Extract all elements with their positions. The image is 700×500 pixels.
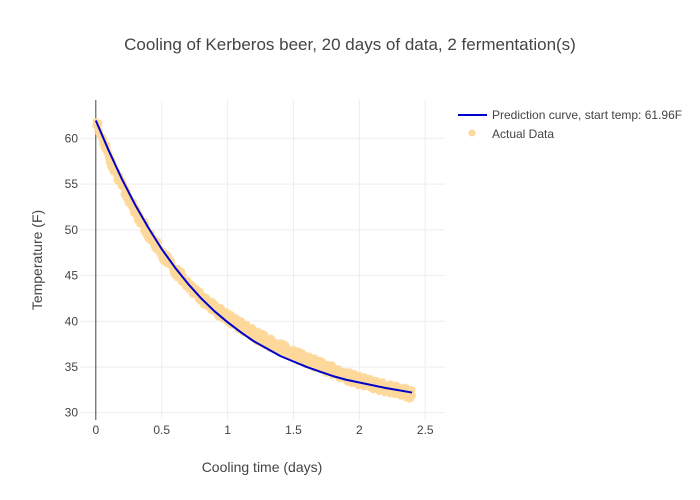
legend-marker-icon (468, 129, 476, 137)
x-tick-label: 1.5 (285, 423, 302, 437)
x-tick-labels: 0 0.5 1 1.5 2 2.5 (92, 423, 433, 437)
actual-data-point (409, 392, 417, 399)
grid (80, 100, 445, 420)
x-tick-label: 1 (224, 423, 231, 437)
legend-label-actual: Actual Data (492, 127, 554, 141)
y-tick-label: 50 (65, 223, 79, 237)
y-tick-labels: 30 35 40 45 50 55 60 (65, 131, 79, 419)
y-tick-label: 60 (65, 131, 79, 145)
legend-label-prediction: Prediction curve, start temp: 61.96F (492, 108, 682, 122)
y-tick-label: 55 (65, 177, 79, 191)
legend[interactable]: Prediction curve, start temp: 61.96F Act… (458, 108, 682, 141)
y-tick-label: 30 (65, 406, 79, 420)
x-axis-title: Cooling time (days) (202, 459, 323, 475)
legend-item-prediction[interactable]: Prediction curve, start temp: 61.96F (458, 108, 682, 122)
actual-data-point (408, 385, 415, 393)
x-tick-label: 2.5 (417, 423, 434, 437)
prediction-line (94, 120, 413, 394)
actual-data-points (92, 117, 417, 403)
x-tick-label: 0 (92, 423, 99, 437)
y-tick-label: 35 (65, 360, 79, 374)
y-tick-label: 45 (65, 269, 79, 283)
x-tick-label: 2 (356, 423, 363, 437)
y-tick-label: 40 (65, 314, 79, 328)
legend-item-actual[interactable]: Actual Data (468, 127, 555, 141)
x-tick-label: 0.5 (153, 423, 170, 437)
prediction-line-group (94, 120, 413, 394)
chart-title: Cooling of Kerberos beer, 20 days of dat… (124, 35, 576, 54)
y-axis-title: Temperature (F) (29, 210, 45, 310)
